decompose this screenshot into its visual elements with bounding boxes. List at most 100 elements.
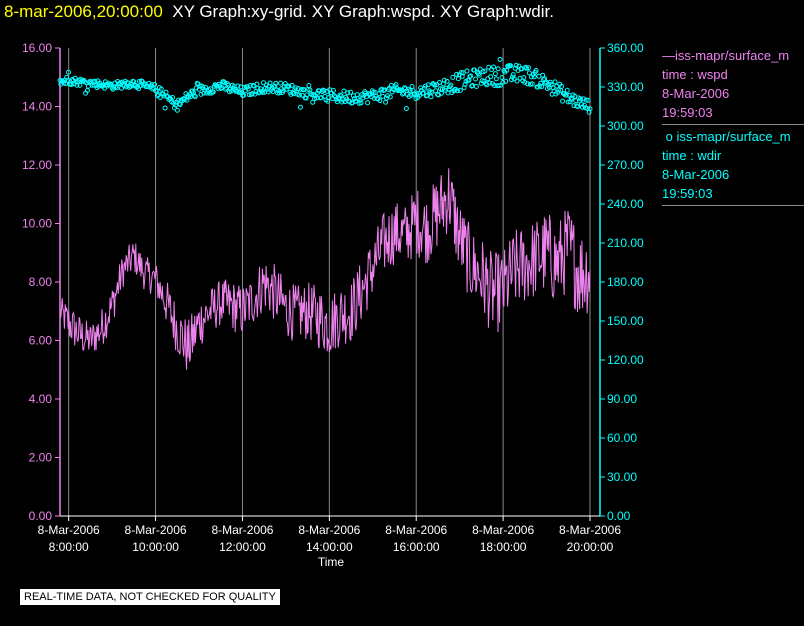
wdir-point	[565, 99, 571, 105]
legend-date: 8-Mar-2006	[662, 167, 730, 182]
right-y-tick-label: 60.00	[607, 431, 637, 445]
wdir-point	[289, 82, 295, 88]
wdir-point	[174, 107, 180, 113]
wdir-point	[455, 88, 460, 94]
wspd-line	[59, 168, 591, 370]
left-y-tick-label: 4.00	[29, 392, 53, 406]
wdir-point	[552, 79, 558, 85]
wdir-point	[339, 99, 345, 105]
wdir-point	[341, 88, 347, 94]
wdir-point	[559, 83, 565, 89]
wdir-point	[529, 81, 535, 87]
legend-entry-wdir: o iss-mapr/surface_m time : wdir 8-Mar-2…	[662, 127, 804, 206]
wdir-point	[575, 104, 581, 110]
wdir-point	[441, 77, 447, 83]
wdir-point	[286, 83, 292, 89]
wdir-point	[338, 93, 344, 99]
wdir-point	[273, 80, 279, 86]
wdir-point	[235, 83, 241, 89]
legend-variable: time : wspd	[662, 67, 728, 82]
wdir-point	[587, 106, 593, 112]
wdir-point	[365, 100, 371, 106]
wdir-point	[218, 86, 224, 91]
left-y-tick-label: 2.00	[29, 451, 53, 465]
graph-title: 8-mar-2006,20:00:00 XY Graph:xy-grid. XY…	[4, 2, 554, 22]
wdir-point	[172, 105, 177, 111]
plot-area	[60, 48, 590, 516]
wdir-point	[334, 99, 340, 105]
wdir-point	[400, 91, 406, 97]
wdir-point	[403, 106, 409, 111]
wdir-point	[446, 86, 452, 92]
wdir-point	[299, 92, 305, 98]
wdir-point	[521, 75, 527, 81]
right-y-tick-label: 180.00	[607, 275, 644, 289]
wdir-point	[137, 83, 143, 89]
wdir-point	[473, 76, 478, 82]
wdir-point	[477, 66, 483, 72]
wdir-point	[298, 87, 304, 93]
wdir-point	[84, 88, 90, 93]
right-y-tick-label: 270.00	[607, 158, 644, 172]
wdir-point	[584, 106, 590, 111]
wdir-point	[255, 85, 261, 91]
wdir-point	[192, 94, 198, 100]
x-tick-label-time: 12:00:00	[219, 540, 266, 554]
wdir-point	[310, 99, 316, 105]
wdir-point	[421, 85, 427, 91]
wdir-point	[425, 82, 431, 88]
wdir-point	[491, 64, 496, 70]
axes: 8-Mar-2006 8:00:00 8-Mar-2006 10:00:00 8-Mar…	[22, 41, 644, 554]
wdir-point	[321, 88, 327, 94]
wdir-point	[457, 88, 463, 93]
wdir-point	[454, 71, 460, 77]
wdir-point	[533, 68, 539, 73]
wdir-point	[170, 95, 176, 100]
left-y-tick-label: 14.00	[22, 100, 52, 114]
right-y-tick-label: 90.00	[607, 392, 637, 406]
title-graph-list: XY Graph:xy-grid. XY Graph:wspd. XY Grap…	[172, 2, 554, 21]
wdir-point	[427, 89, 433, 95]
legend-time: 19:59:03	[662, 186, 713, 201]
x-tick-label-time: 10:00:00	[132, 540, 179, 554]
x-tick-label-date: 8-Mar-2006	[298, 523, 360, 537]
wdir-point	[275, 90, 281, 96]
wdir-point	[491, 83, 497, 88]
left-y-tick-label: 12.00	[22, 158, 52, 172]
wdir-point	[564, 87, 570, 93]
wdir-point	[482, 68, 488, 74]
wdir-point	[428, 94, 434, 100]
right-y-tick-label: 120.00	[607, 353, 644, 367]
wdir-point	[461, 85, 467, 91]
wdir-point	[337, 92, 343, 98]
wdir-point	[503, 78, 509, 84]
wdir-point	[464, 68, 470, 74]
wdir-series	[57, 56, 593, 115]
right-y-tick-label: 360.00	[607, 41, 644, 55]
wdir-point	[387, 94, 393, 100]
wdir-point	[508, 77, 514, 83]
wdir-point	[272, 83, 278, 89]
wdir-point	[444, 78, 450, 84]
wdir-point	[513, 62, 519, 68]
wspd-series	[59, 168, 591, 370]
wdir-point	[492, 71, 498, 77]
wdir-point	[523, 64, 529, 70]
wdir-point	[190, 90, 196, 96]
quality-notice: REAL-TIME DATA, NOT CHECKED FOR QUALITY	[20, 589, 280, 605]
wdir-point	[525, 81, 530, 87]
wdir-point	[526, 65, 531, 71]
wdir-point	[420, 90, 426, 96]
wdir-point	[580, 96, 586, 102]
wdir-point	[166, 96, 172, 102]
wdir-point	[267, 80, 273, 86]
wdir-point	[306, 83, 312, 88]
wdir-point	[493, 76, 499, 82]
wdir-point	[277, 90, 283, 96]
right-y-tick-label: 150.00	[607, 314, 644, 328]
legend-entry-wspd: —iss-mapr/surface_m time : wspd 8-Mar-20…	[662, 46, 804, 125]
x-tick-label-date: 8-Mar-2006	[472, 523, 534, 537]
wdir-point	[236, 90, 242, 95]
wdir-point	[547, 79, 553, 85]
